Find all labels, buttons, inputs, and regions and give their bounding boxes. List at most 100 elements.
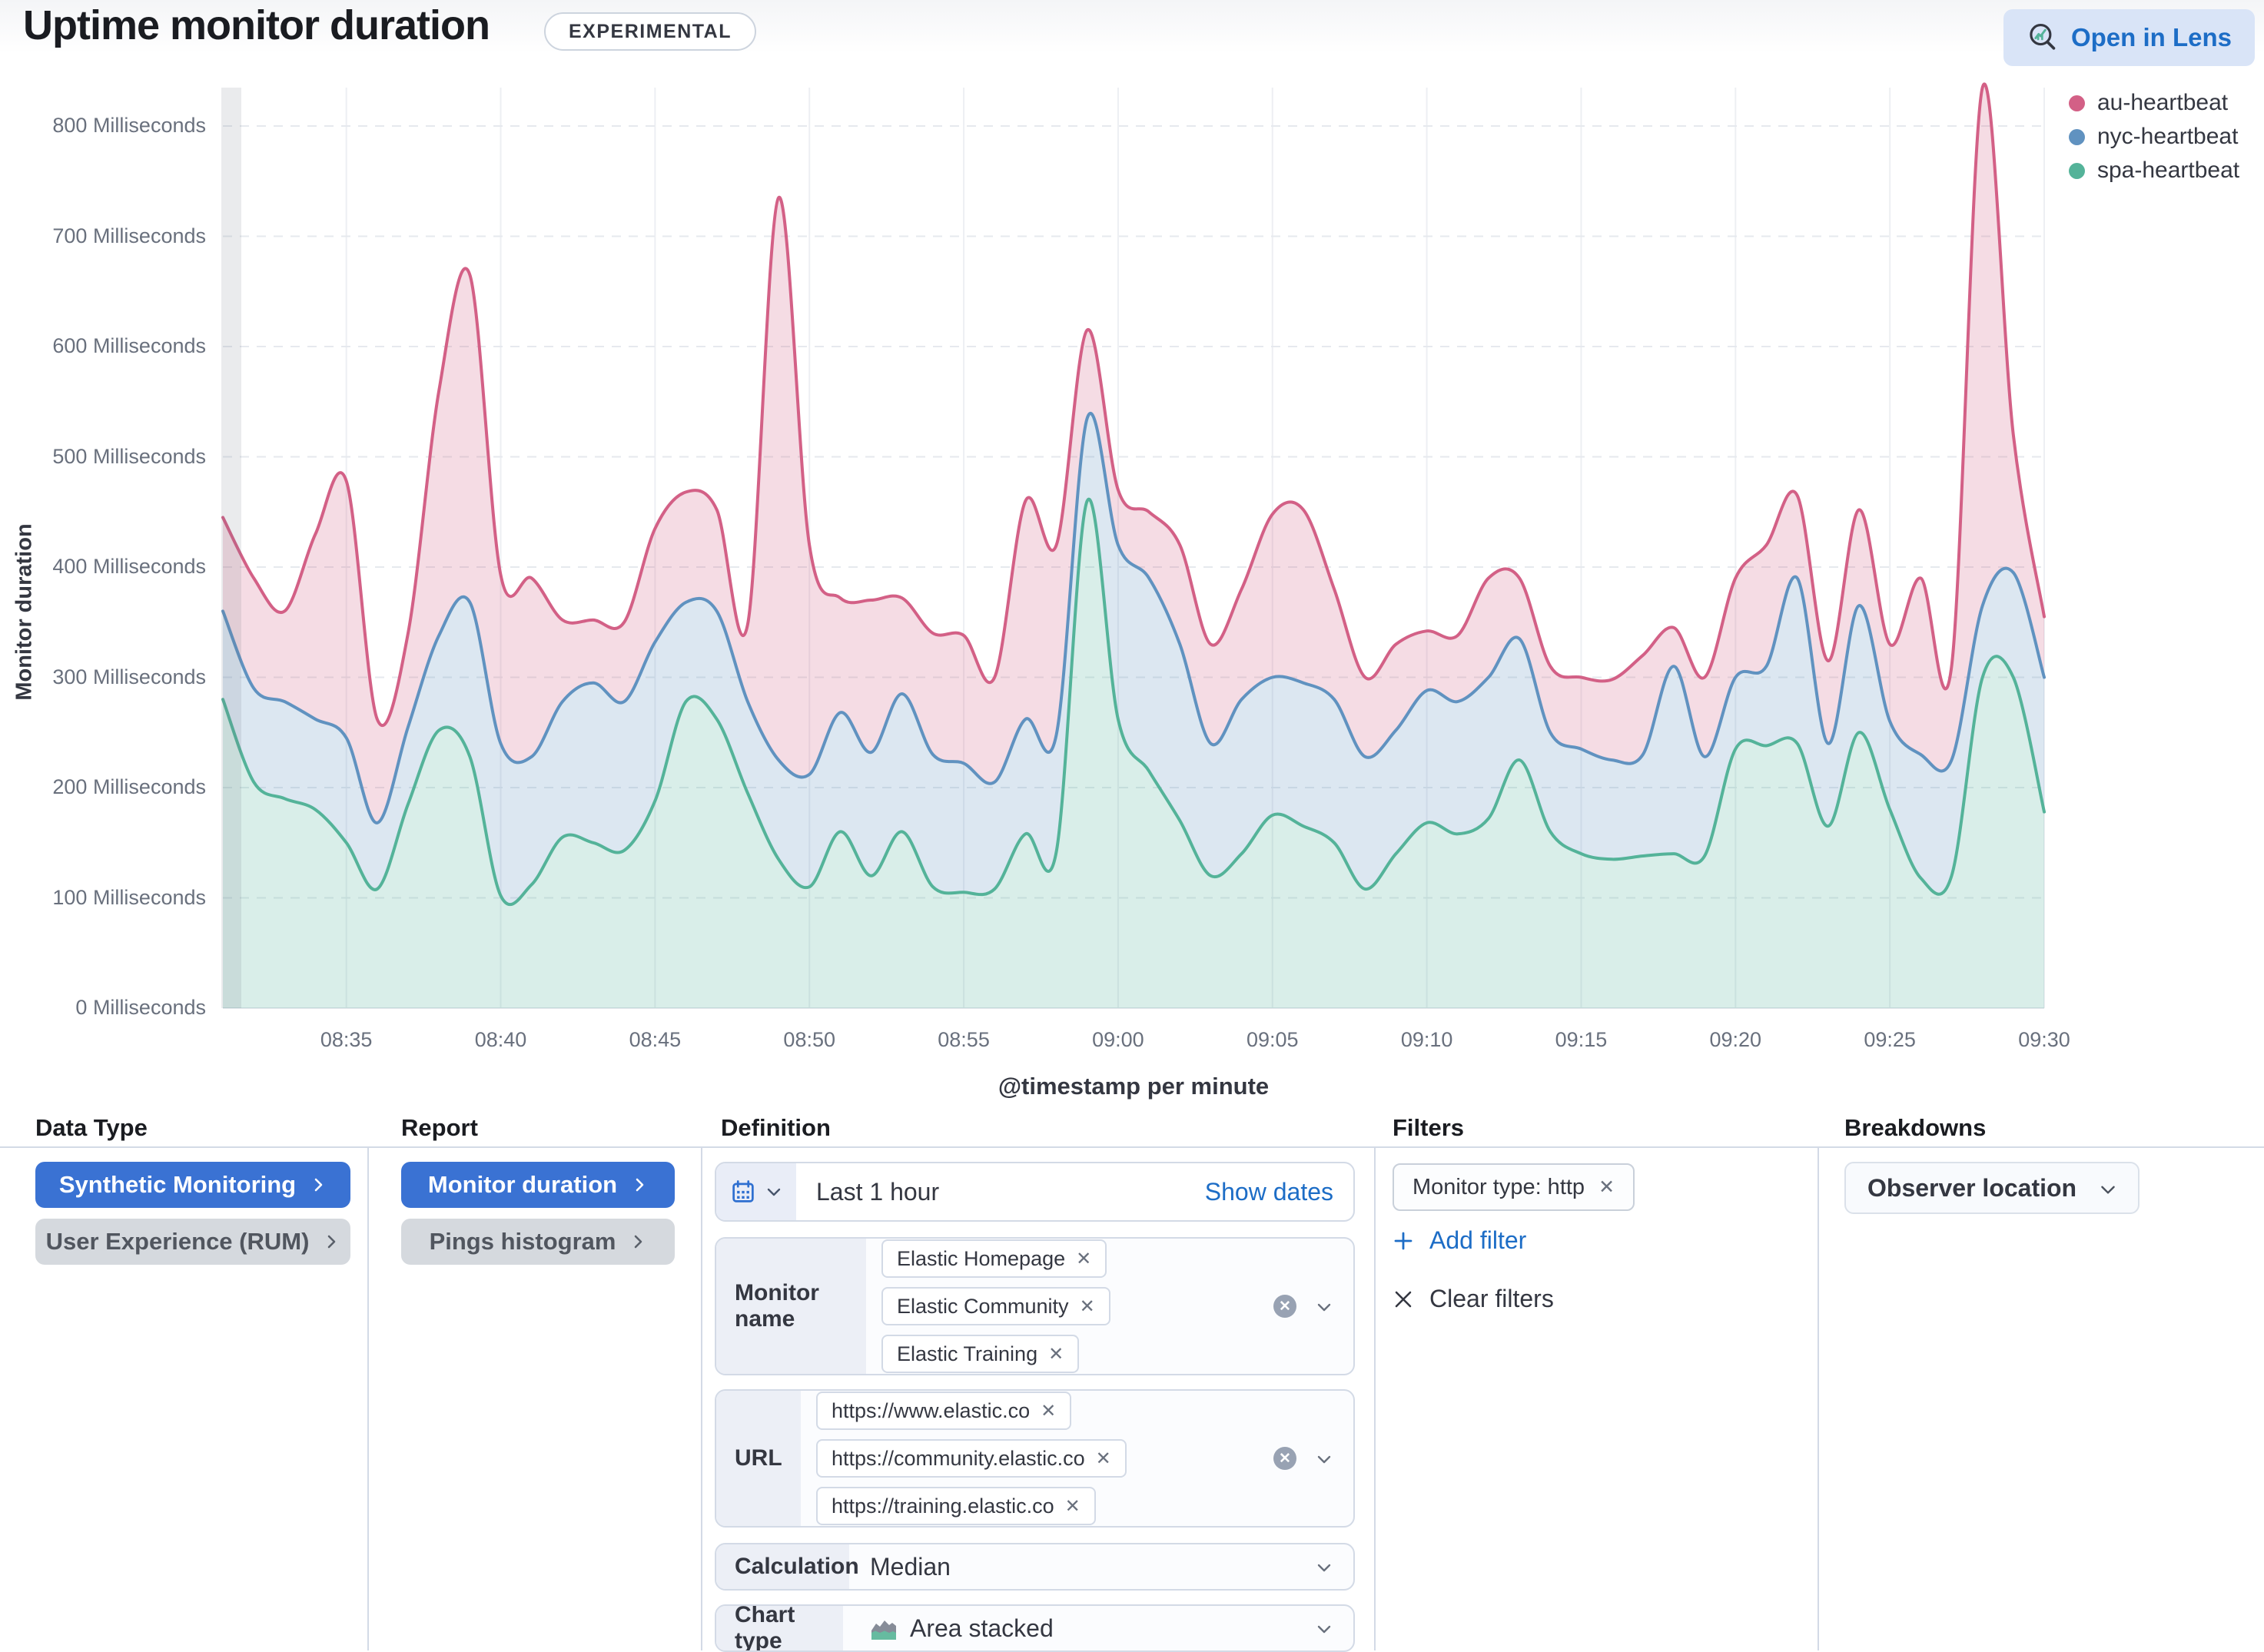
report-monitor-duration-button[interactable]: Monitor duration <box>401 1162 675 1208</box>
chip-label: https://www.elastic.co <box>832 1398 1031 1422</box>
data-type-header: Data Type <box>35 1114 148 1141</box>
x-tick-label: 09:05 <box>1246 1028 1299 1051</box>
x-tick-label: 09:15 <box>1555 1028 1608 1051</box>
x-tick-label: 08:55 <box>938 1028 990 1051</box>
x-axis-title: @timestamp per minute <box>998 1073 1270 1100</box>
chevron-right-icon <box>635 1235 642 1249</box>
chevron-down-icon <box>2101 1186 2115 1194</box>
y-tick-label: 0 Milliseconds <box>75 996 206 1019</box>
legend-item-au-heartbeat[interactable]: au-heartbeat <box>2069 86 2261 120</box>
url-label: URL <box>716 1391 801 1526</box>
lens-icon <box>2030 24 2056 50</box>
report-header: Report <box>401 1114 478 1141</box>
area-stacked-icon <box>871 1620 896 1640</box>
x-tick-label: 09:00 <box>1092 1028 1144 1051</box>
url-chip[interactable]: https://training.elastic.co ✕ <box>816 1487 1096 1525</box>
legend-item-spa-heartbeat[interactable]: spa-heartbeat <box>2069 154 2261 187</box>
chevron-right-icon <box>328 1235 336 1249</box>
exploratory-view-controls: Data Type Report Definition Filters Brea… <box>0 1113 2264 1652</box>
add-filter-button[interactable]: Add filter <box>1393 1226 1526 1255</box>
y-tick-label: 500 Milliseconds <box>52 444 206 468</box>
chip-label: Elastic Training <box>897 1342 1038 1365</box>
monitor-name-label: Monitor name <box>716 1239 866 1374</box>
remove-filter-icon[interactable]: ✕ <box>1598 1176 1615 1198</box>
open-in-lens-label: Open in Lens <box>2070 23 2232 51</box>
date-picker-quick-menu-button[interactable] <box>716 1163 796 1220</box>
url-chip[interactable]: https://community.elastic.co ✕ <box>816 1439 1127 1478</box>
x-tick-label: 08:50 <box>783 1028 835 1051</box>
remove-chip-icon[interactable]: ✕ <box>1041 1400 1057 1421</box>
chevron-down-icon[interactable] <box>1315 1298 1333 1316</box>
breakdown-select[interactable]: Observer location <box>1844 1162 2140 1214</box>
x-tick-label: 08:45 <box>629 1028 682 1051</box>
chip-label: https://community.elastic.co <box>832 1446 1085 1470</box>
legend-label: spa-heartbeat <box>2097 158 2240 183</box>
data-type-user-experience-rum-button[interactable]: User Experience (RUM) <box>35 1219 350 1265</box>
open-in-lens-button[interactable]: Open in Lens <box>2003 9 2255 66</box>
column-divider <box>1818 1146 1819 1650</box>
plus-icon <box>1394 1232 1413 1249</box>
url-chip[interactable]: https://www.elastic.co ✕ <box>816 1392 1072 1430</box>
chip-label: Elastic Homepage <box>897 1246 1066 1270</box>
url-combobox[interactable]: URL https://www.elastic.co ✕ https://com… <box>715 1389 1355 1528</box>
column-divider <box>1374 1146 1376 1650</box>
clear-filters-button[interactable]: Clear filters <box>1393 1285 1554 1313</box>
monitor-name-combobox[interactable]: Monitor name Elastic Homepage ✕ Elastic … <box>715 1237 1355 1375</box>
y-tick-label: 400 Milliseconds <box>52 555 206 578</box>
legend-dot <box>2069 128 2085 145</box>
monitor-name-chip[interactable]: Elastic Community ✕ <box>881 1287 1110 1325</box>
column-divider <box>367 1146 369 1650</box>
calculation-select[interactable]: Calculation Median <box>715 1543 1355 1591</box>
breakdowns-header: Breakdowns <box>1844 1114 1987 1141</box>
chevron-down-icon[interactable] <box>1315 1620 1333 1638</box>
chip-label: https://training.elastic.co <box>832 1494 1054 1518</box>
clear-selection-icon[interactable]: ✕ <box>1273 1295 1296 1318</box>
monitor-name-chip[interactable]: Elastic Training ✕ <box>881 1335 1080 1373</box>
remove-chip-icon[interactable]: ✕ <box>1064 1495 1081 1517</box>
y-tick-label: 100 Milliseconds <box>52 885 206 909</box>
chart-type-select[interactable]: Chart type Area stacked <box>715 1604 1355 1652</box>
y-tick-label: 200 Milliseconds <box>52 775 206 798</box>
legend-dot <box>2069 162 2085 179</box>
y-tick-label: 700 Milliseconds <box>52 224 206 247</box>
chevron-right-icon <box>314 1178 323 1192</box>
x-tick-label: 08:40 <box>474 1028 527 1051</box>
clear-icon <box>1395 1291 1412 1307</box>
x-tick-label: 09:10 <box>1400 1028 1453 1051</box>
page-title: Uptime monitor duration <box>23 2 490 48</box>
button-label: Monitor duration <box>427 1171 618 1198</box>
chevron-down-icon[interactable] <box>1315 1558 1333 1577</box>
x-tick-label: 08:35 <box>320 1028 373 1051</box>
date-picker: Last 1 hour Show dates <box>715 1162 1355 1222</box>
remove-chip-icon[interactable]: ✕ <box>1079 1295 1095 1317</box>
data-type-synthetic-monitoring-button[interactable]: Synthetic Monitoring <box>35 1162 350 1208</box>
area-chart[interactable] <box>0 77 2264 1022</box>
monitor-name-chip[interactable]: Elastic Homepage ✕ <box>881 1239 1107 1278</box>
filters-header: Filters <box>1393 1114 1465 1141</box>
button-label: Synthetic Monitoring <box>58 1171 297 1198</box>
chart-legend: au-heartbeat nyc-heartbeat spa-heartbeat <box>2069 86 2261 187</box>
calendar-icon <box>732 1180 754 1203</box>
time-range-value[interactable]: Last 1 hour <box>816 1177 940 1206</box>
remove-chip-icon[interactable]: ✕ <box>1095 1448 1111 1469</box>
legend-item-nyc-heartbeat[interactable]: nyc-heartbeat <box>2069 120 2261 154</box>
experimental-badge: EXPERIMENTAL <box>544 12 756 51</box>
calculation-value: Median <box>870 1552 951 1581</box>
clear-filters-label: Clear filters <box>1429 1285 1554 1312</box>
remove-chip-icon[interactable]: ✕ <box>1076 1248 1092 1269</box>
chip-label: Elastic Community <box>897 1294 1069 1318</box>
report-pings-histogram-button[interactable]: Pings histogram <box>401 1219 675 1265</box>
page-header: Uptime monitor duration EXPERIMENTAL Ope… <box>0 0 2264 77</box>
chevron-down-icon <box>767 1188 781 1196</box>
y-tick-label: 800 Milliseconds <box>52 114 206 137</box>
legend-label: nyc-heartbeat <box>2097 124 2239 149</box>
chevron-down-icon[interactable] <box>1315 1450 1333 1468</box>
clear-selection-icon[interactable]: ✕ <box>1273 1447 1296 1470</box>
show-dates-link[interactable]: Show dates <box>1204 1177 1333 1206</box>
y-tick-label: 300 Milliseconds <box>52 665 206 688</box>
remove-chip-icon[interactable]: ✕ <box>1048 1343 1064 1365</box>
filter-pill-monitor-type-http[interactable]: Monitor type: http ✕ <box>1393 1163 1635 1211</box>
add-filter-label: Add filter <box>1429 1226 1527 1254</box>
filter-pill-label: Monitor type: http <box>1413 1174 1585 1199</box>
x-tick-label: 09:25 <box>1864 1028 1916 1051</box>
